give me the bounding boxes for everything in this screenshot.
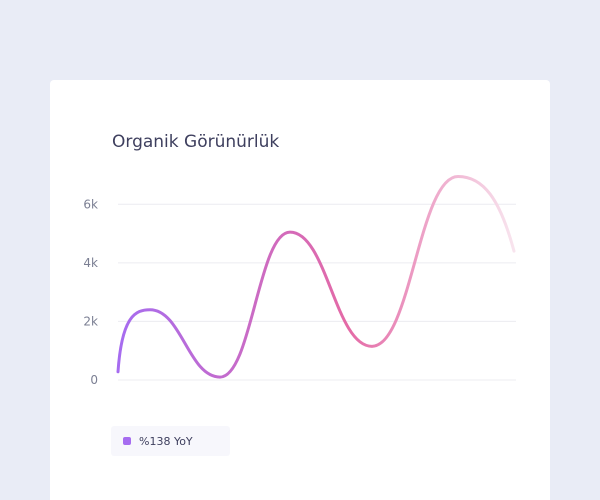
legend-label: %138 YoY <box>139 434 193 448</box>
y-tick-label: 4k <box>83 256 98 270</box>
y-axis-ticks: 0 2k 4k 6k <box>83 197 98 387</box>
y-tick-label: 6k <box>83 197 98 211</box>
y-tick-label: 0 <box>90 373 98 387</box>
line-chart: 0 2k 4k 6k <box>83 174 516 387</box>
legend-swatch <box>123 437 131 445</box>
y-tick-label: 2k <box>83 314 98 328</box>
grid-lines <box>118 203 516 381</box>
chart-card: Organik Görünürlük 0 2k 4k 6k %138 YoY <box>50 80 550 500</box>
legend: %138 YoY <box>111 426 230 456</box>
chart-title: Organik Görünürlük <box>112 132 280 152</box>
series-line <box>116 174 516 379</box>
